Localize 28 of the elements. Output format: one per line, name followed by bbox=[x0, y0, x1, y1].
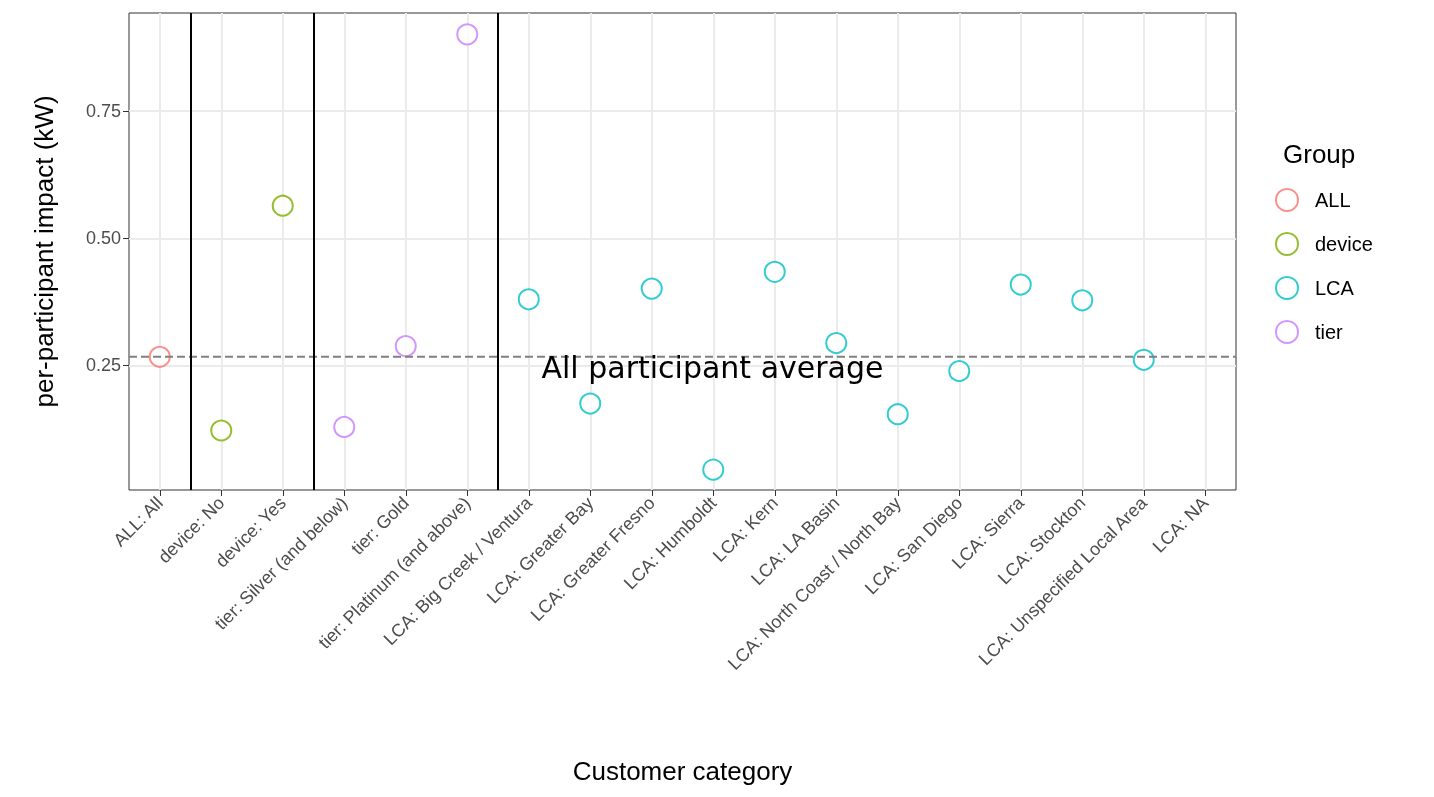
ref-line-label: All participant average bbox=[541, 350, 884, 386]
point bbox=[210, 419, 233, 442]
point bbox=[456, 23, 479, 46]
legend-label: LCA bbox=[1315, 277, 1355, 299]
legend-label: tier bbox=[1315, 321, 1344, 343]
point bbox=[1132, 348, 1155, 371]
point bbox=[825, 332, 848, 355]
y-tick-label: 0.50 bbox=[85, 228, 121, 249]
y-tick-label: 0.75 bbox=[85, 101, 121, 122]
point bbox=[886, 403, 909, 426]
point bbox=[579, 392, 602, 415]
y-tick-label: 0.25 bbox=[85, 355, 121, 376]
point bbox=[394, 335, 417, 358]
point bbox=[948, 360, 971, 382]
point bbox=[1071, 289, 1094, 312]
point bbox=[333, 415, 356, 438]
point bbox=[1009, 273, 1032, 296]
point bbox=[148, 345, 171, 368]
x-axis-title: Customer category bbox=[572, 756, 793, 786]
legend-title: Group bbox=[1283, 139, 1356, 169]
point bbox=[271, 194, 294, 217]
point bbox=[517, 288, 540, 311]
legend-label: device bbox=[1315, 233, 1373, 255]
legend-label: ALL bbox=[1315, 189, 1351, 211]
point bbox=[702, 458, 725, 481]
point bbox=[763, 260, 786, 283]
y-axis-title: per-participant impact (kW) bbox=[29, 95, 59, 408]
point bbox=[640, 277, 663, 300]
